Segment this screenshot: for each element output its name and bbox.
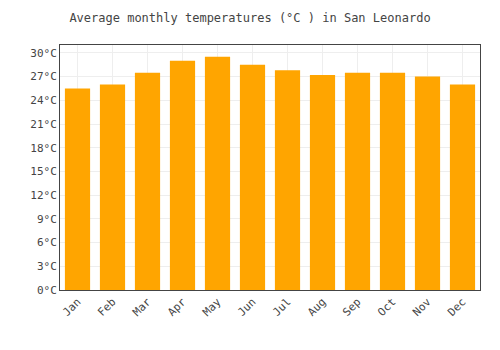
svg-text:12°C: 12°C bbox=[30, 189, 57, 202]
svg-text:Nov: Nov bbox=[410, 295, 434, 319]
svg-text:9°C: 9°C bbox=[37, 213, 57, 226]
svg-text:Apr: Apr bbox=[165, 295, 189, 319]
svg-text:30°C: 30°C bbox=[30, 47, 57, 60]
svg-text:0°C: 0°C bbox=[37, 284, 57, 297]
svg-text:Sep: Sep bbox=[340, 296, 363, 319]
svg-text:6°C: 6°C bbox=[37, 236, 57, 249]
svg-text:Jan: Jan bbox=[60, 296, 83, 319]
svg-text:27°C: 27°C bbox=[30, 70, 57, 83]
svg-text:18°C: 18°C bbox=[30, 142, 57, 155]
svg-text:Dec: Dec bbox=[445, 296, 468, 319]
svg-text:3°C: 3°C bbox=[37, 260, 57, 273]
svg-text:Mar: Mar bbox=[130, 295, 154, 319]
svg-text:May: May bbox=[200, 295, 224, 319]
svg-text:Feb: Feb bbox=[95, 296, 118, 319]
svg-text:Jul: Jul bbox=[270, 296, 293, 319]
svg-text:Oct: Oct bbox=[375, 296, 398, 319]
svg-text:24°C: 24°C bbox=[30, 94, 57, 107]
svg-text:Aug: Aug bbox=[305, 296, 328, 319]
svg-text:Jun: Jun bbox=[235, 296, 258, 319]
svg-text:15°C: 15°C bbox=[30, 165, 57, 178]
svg-text:Average monthly temperatures (: Average monthly temperatures (°C ) in Sa… bbox=[69, 11, 430, 25]
svg-text:21°C: 21°C bbox=[30, 118, 57, 131]
